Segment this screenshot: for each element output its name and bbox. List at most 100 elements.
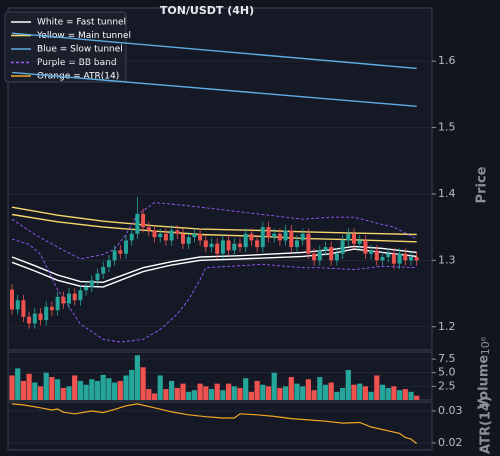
volume-bar xyxy=(265,386,272,400)
volume-bar xyxy=(311,390,317,400)
volume-bar xyxy=(300,386,306,400)
candle-body xyxy=(352,233,356,244)
volume-bar xyxy=(60,388,66,400)
volume-bar xyxy=(260,384,266,400)
volume-bar xyxy=(374,375,380,400)
volume-bar xyxy=(208,389,215,400)
volume-bar xyxy=(123,375,129,400)
volume-bar xyxy=(66,386,72,400)
indicator-line xyxy=(11,32,417,70)
candle-body xyxy=(21,300,26,317)
candle-body xyxy=(397,253,402,264)
volume-bar xyxy=(362,386,368,400)
volume-bar xyxy=(174,388,180,400)
volume-bar xyxy=(220,390,226,400)
candle-body xyxy=(124,240,128,254)
candle-body xyxy=(386,253,391,258)
candle-body xyxy=(380,257,385,261)
volume-bar xyxy=(305,379,311,400)
volume-bar xyxy=(351,384,357,400)
candle-body xyxy=(95,273,100,281)
y-tick-label: 2.5 xyxy=(438,379,456,392)
volume-bar xyxy=(157,375,163,400)
candle-body xyxy=(129,233,134,241)
volume-bar xyxy=(414,395,420,400)
volume-bar xyxy=(317,377,323,400)
legend-label: Yellow = Main tunnel xyxy=(36,31,131,41)
candle-body xyxy=(192,233,197,238)
volume-bar xyxy=(328,382,334,400)
candle-body xyxy=(27,316,32,324)
candle-body xyxy=(232,243,237,251)
legend-label: Blue = Slow tunnel xyxy=(37,45,123,55)
candle-body xyxy=(323,247,328,251)
candle-body xyxy=(295,240,299,248)
indicator-line xyxy=(11,71,417,107)
volume-bar xyxy=(357,383,363,400)
candle-body xyxy=(112,250,117,261)
candle-body xyxy=(255,240,260,248)
volume-bar xyxy=(43,372,49,400)
volume-bar xyxy=(368,391,374,400)
candle-body xyxy=(209,243,214,248)
indicator-line xyxy=(11,245,417,284)
volume-bar xyxy=(214,383,220,400)
candle-body xyxy=(283,230,288,241)
candle-body xyxy=(186,237,191,244)
y-tick-label: 7.5 xyxy=(438,352,456,365)
volume-bar xyxy=(9,375,15,400)
volume-bar xyxy=(151,393,158,400)
volume-bar xyxy=(20,380,26,400)
volume-bar xyxy=(391,386,397,400)
candle-body xyxy=(84,286,89,291)
volume-bar xyxy=(288,377,294,400)
candle-body xyxy=(266,227,271,238)
candle-body xyxy=(272,233,277,238)
candle-body xyxy=(55,296,60,311)
candle-body xyxy=(391,253,396,264)
volume-bar xyxy=(226,383,232,400)
candle-body xyxy=(289,230,294,248)
candle-body xyxy=(72,293,77,301)
candle-body xyxy=(118,250,123,254)
volume-bar xyxy=(180,383,186,400)
candle-body xyxy=(135,213,140,234)
candle-body xyxy=(329,247,334,261)
volume-bar xyxy=(334,391,340,400)
candle-body xyxy=(312,253,317,261)
candle-body xyxy=(409,257,413,261)
candle-body xyxy=(61,296,66,304)
candle-body xyxy=(10,289,14,310)
candle-body xyxy=(198,233,203,241)
volume-bar xyxy=(134,355,140,400)
volume-bar xyxy=(55,379,61,400)
indicator-line xyxy=(11,248,417,288)
volume-bar xyxy=(385,388,391,400)
y-axis-label: Price xyxy=(475,166,490,203)
volume-bar xyxy=(26,373,32,400)
legend-label: Orange = ATR(14) xyxy=(37,72,119,82)
legend-label: White = Fast tunnel xyxy=(37,18,126,28)
candle-body xyxy=(317,250,322,261)
volume-bar xyxy=(345,370,351,400)
candle-body xyxy=(374,250,379,261)
volume-bar xyxy=(15,368,21,400)
candle-body xyxy=(101,266,106,274)
candle-body xyxy=(369,250,374,254)
candle-body xyxy=(38,313,43,321)
y-tick-label: 1.3 xyxy=(438,253,456,266)
y-tick-label: 5.0 xyxy=(438,366,456,379)
volume-bar xyxy=(83,384,89,400)
volume-bar xyxy=(163,389,169,400)
candle-body xyxy=(215,243,220,254)
y-tick-label: 1.6 xyxy=(438,54,456,67)
candle-body xyxy=(220,240,225,254)
volume-bar xyxy=(294,383,300,400)
candle-body xyxy=(49,306,54,311)
y-tick-label: 1.2 xyxy=(438,320,456,333)
legend: White = Fast tunnel Yellow = Main tunnel B… xyxy=(4,11,131,83)
candle-body xyxy=(175,230,180,234)
volume-bar xyxy=(49,377,55,400)
volume-bar xyxy=(191,390,197,400)
candle-body xyxy=(141,213,146,228)
